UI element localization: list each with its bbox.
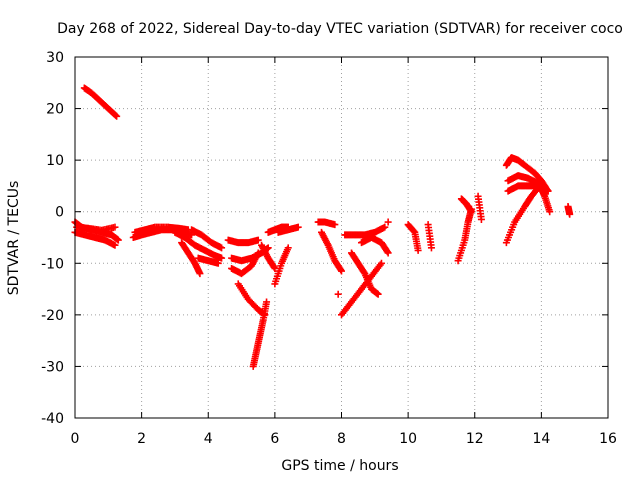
series-arc-24 <box>338 259 385 319</box>
series-arc-22 <box>334 290 342 298</box>
y-tick-label: -30 <box>41 359 64 375</box>
series-arc-26 <box>357 234 392 257</box>
series-arc-32 <box>474 192 485 223</box>
series-arc-35 <box>504 182 552 195</box>
y-tick-label: 10 <box>46 153 64 169</box>
data-point <box>218 254 226 262</box>
data-point <box>374 290 382 298</box>
grid <box>75 57 608 418</box>
series-arc-25 <box>347 249 382 298</box>
data-point <box>381 223 389 231</box>
data-point <box>546 208 554 216</box>
data-point <box>384 218 392 226</box>
series-arc-27 <box>384 218 392 226</box>
x-tick-label: 0 <box>71 431 80 447</box>
data-point <box>294 223 302 231</box>
data-point <box>111 241 119 249</box>
data-point <box>383 248 391 256</box>
x-tick-label: 16 <box>599 431 617 447</box>
data-point <box>331 221 339 229</box>
x-tick-label: 6 <box>270 431 279 447</box>
x-tick-label: 12 <box>466 431 484 447</box>
data-point <box>414 246 422 254</box>
x-tick-label: 4 <box>204 431 213 447</box>
series-arc-01 <box>80 84 121 120</box>
series-arc-18 <box>274 223 302 236</box>
plot-frame <box>74 56 609 419</box>
series-arc-29 <box>424 221 435 252</box>
series-arc-28 <box>404 221 422 254</box>
series-arc-11 <box>224 236 262 247</box>
data-point <box>113 112 121 120</box>
series-arc-08 <box>178 239 204 278</box>
series-arc-15 <box>249 298 271 370</box>
series-arc-21 <box>318 228 345 275</box>
data-point <box>263 298 271 306</box>
data-points <box>71 84 574 370</box>
data-point <box>214 259 222 267</box>
data-point <box>112 111 120 119</box>
data-point <box>566 210 574 218</box>
series-arc-36 <box>502 182 554 247</box>
x-tick-label: 10 <box>399 431 417 447</box>
data-point <box>254 249 262 257</box>
data-point <box>196 270 204 278</box>
data-point <box>337 266 345 274</box>
y-tick-label: 30 <box>46 50 64 66</box>
data-point <box>114 236 122 244</box>
series-arc-20 <box>314 218 339 229</box>
series-arc-10 <box>194 254 222 267</box>
data-point <box>218 244 226 252</box>
data-point <box>111 223 119 231</box>
x-tick-label: 8 <box>337 431 346 447</box>
y-tick-label: -40 <box>41 411 64 427</box>
series-arc-37 <box>564 203 574 218</box>
data-point <box>384 249 392 257</box>
data-point <box>338 267 345 275</box>
series-arc-07 <box>171 228 226 262</box>
y-axis: -40 -30 -20 -10 0 10 20 30 <box>41 50 608 427</box>
chart-title: Day 268 of 2022, Sidereal Day-to-day VTE… <box>57 21 623 37</box>
series-arc-13 <box>228 249 262 278</box>
x-tick-label: 14 <box>532 431 550 447</box>
series-arc-19 <box>271 244 292 288</box>
data-point <box>377 259 385 267</box>
data-point <box>467 208 475 216</box>
series-arc-09 <box>188 226 226 252</box>
series-arc-16 <box>258 241 279 272</box>
data-point <box>284 244 292 252</box>
y-axis-title: SDTVAR / TECUs <box>6 181 22 296</box>
y-tick-label: -10 <box>41 256 64 272</box>
data-point <box>270 263 278 271</box>
data-point <box>477 215 485 223</box>
data-point <box>334 290 342 298</box>
series-arc-23 <box>341 223 389 239</box>
data-point <box>410 227 418 235</box>
x-axis-title: GPS time / hours <box>281 458 398 474</box>
data-point <box>427 244 435 252</box>
data-point <box>254 236 262 244</box>
x-axis: 0 2 4 6 8 10 12 14 16 <box>71 57 617 447</box>
series-arc-03 <box>71 228 119 249</box>
series-arc-04 <box>73 223 119 234</box>
x-tick-label: 2 <box>137 431 146 447</box>
series-arc-31 <box>457 195 475 216</box>
y-tick-label: 20 <box>46 102 64 118</box>
y-tick-label: -20 <box>41 308 64 324</box>
y-tick-label: 0 <box>55 205 64 221</box>
